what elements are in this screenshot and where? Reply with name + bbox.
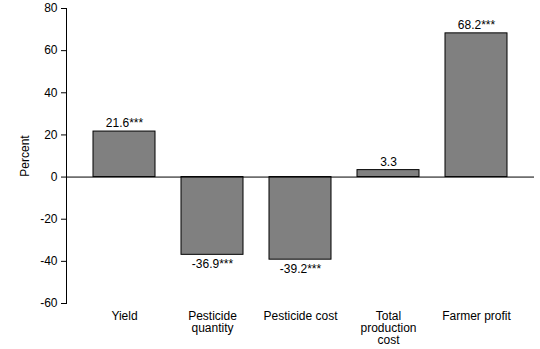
svg-text:20: 20: [44, 128, 58, 142]
svg-text:-36.9***: -36.9***: [192, 257, 234, 271]
svg-text:Farmer profit: Farmer profit: [442, 309, 511, 323]
svg-text:0: 0: [51, 170, 58, 184]
svg-text:80: 80: [44, 1, 58, 15]
svg-text:-40: -40: [40, 254, 58, 268]
svg-text:Pesticidequantity: Pesticidequantity: [188, 309, 237, 335]
svg-text:Totalproductioncost: Totalproductioncost: [360, 309, 416, 347]
svg-text:-39.2***: -39.2***: [280, 262, 322, 276]
svg-text:3.3: 3.3: [380, 155, 397, 169]
svg-text:40: 40: [44, 86, 58, 100]
svg-text:Percent: Percent: [18, 135, 32, 177]
svg-text:68.2***: 68.2***: [458, 18, 496, 32]
svg-text:-20: -20: [40, 212, 58, 226]
svg-text:Yield: Yield: [111, 309, 137, 323]
svg-text:60: 60: [44, 43, 58, 57]
svg-text:Pesticide cost: Pesticide cost: [263, 309, 338, 323]
svg-text:-60: -60: [40, 296, 58, 310]
svg-text:21.6***: 21.6***: [106, 116, 144, 130]
